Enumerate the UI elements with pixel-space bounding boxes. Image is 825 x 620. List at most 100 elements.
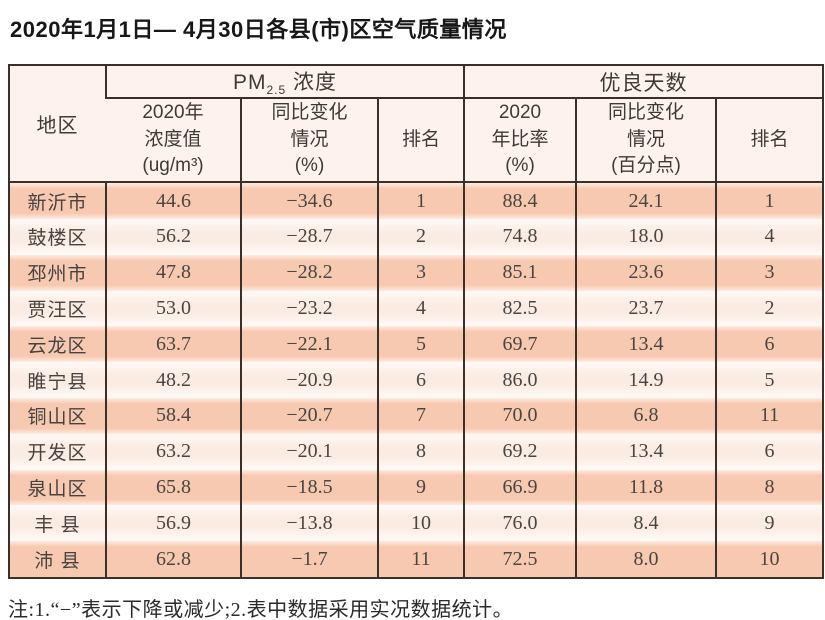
pm-change-cell: −28.7 xyxy=(240,218,378,255)
header-pm-value: 2020年 浓度值 (ug/m³) xyxy=(106,98,241,184)
pm-change-cell: −20.7 xyxy=(240,397,378,434)
pm-rank-cell: 10 xyxy=(377,505,464,542)
pm-rank-cell: 4 xyxy=(377,290,464,327)
pm-value-cell: 48.2 xyxy=(105,362,241,398)
region-cell: 邳州市 xyxy=(9,254,106,291)
days-rank-cell: 10 xyxy=(715,541,823,578)
days-change-cell: 13.4 xyxy=(575,326,716,363)
pm-change-cell: −1.7 xyxy=(240,541,378,578)
header-days-ratio: 2020 年比率 (%) xyxy=(463,98,576,184)
pm-change-cell: −28.2 xyxy=(240,254,378,291)
region-cell: 泉山区 xyxy=(9,469,106,506)
header-region: 地区 xyxy=(9,65,106,184)
pm-label: PM xyxy=(232,71,267,94)
pm-change-cell: −20.1 xyxy=(240,433,378,470)
days-change-cell: 8.0 xyxy=(575,541,716,578)
header-days-rank: 排名 xyxy=(715,98,823,184)
region-cell: 鼓楼区 xyxy=(9,218,106,255)
region-cell: 贾汪区 xyxy=(9,290,106,327)
pm-change-cell: −18.5 xyxy=(240,469,378,506)
days-change-cell: 8.4 xyxy=(575,505,716,542)
table-row: 沛 县 62.8 −1.7 11 72.5 8.0 10 xyxy=(9,541,823,578)
footnote: 注:1.“−”表示下降或减少;2.表中数据采用实况数据统计。 xyxy=(8,598,514,620)
header-group-good-days: 优良天数 xyxy=(463,65,823,100)
days-rank-cell: 9 xyxy=(715,505,823,542)
pm-value-cell: 56.2 xyxy=(105,218,241,255)
sub-header-row: 2020年 浓度值 (ug/m³) 同比变化 情况 (%) 排名 2020 年比… xyxy=(9,98,823,184)
days-rank-cell: 11 xyxy=(715,397,823,434)
days-ratio-cell: 70.0 xyxy=(463,397,576,434)
pm-rank-cell: 7 xyxy=(377,397,464,434)
days-ratio-cell: 72.5 xyxy=(463,541,576,578)
region-cell: 铜山区 xyxy=(9,397,106,434)
days-ratio-cell: 66.9 xyxy=(463,469,576,506)
days-change-cell: 23.6 xyxy=(575,254,716,291)
header-days-change: 同比变化 情况 (百分点) xyxy=(575,98,716,184)
pm-value-cell: 56.9 xyxy=(105,505,241,542)
days-ratio-cell: 69.7 xyxy=(463,326,576,363)
days-rank-cell: 2 xyxy=(715,290,823,327)
days-ratio-cell: 88.4 xyxy=(463,182,576,219)
pm-rank-cell: 9 xyxy=(377,469,464,506)
table-header: 地区 PM2.5 浓度 优良天数 2020年 浓度值 (ug/m³) 同比变化 … xyxy=(9,65,823,184)
pm-value-cell: 53.0 xyxy=(105,290,241,327)
pm-change-cell: −34.6 xyxy=(240,182,378,219)
table-row: 睢宁县 48.2 −20.9 6 86.0 14.9 5 xyxy=(9,362,823,398)
table-row: 贾汪区 53.0 −23.2 4 82.5 23.7 2 xyxy=(9,290,823,327)
pm-value-cell: 44.6 xyxy=(105,182,241,219)
pm-change-cell: −22.1 xyxy=(240,326,378,363)
region-cell: 新沂市 xyxy=(9,182,106,219)
days-ratio-cell: 82.5 xyxy=(463,290,576,327)
pm-change-cell: −13.8 xyxy=(240,505,378,542)
pm-rank-cell: 8 xyxy=(377,433,464,470)
pm-rank-cell: 1 xyxy=(377,182,464,219)
days-ratio-cell: 76.0 xyxy=(463,505,576,542)
page-title: 2020年1月1日— 4月30日各县(市)区空气质量情况 xyxy=(10,17,507,42)
pm-value-cell: 63.2 xyxy=(105,433,241,470)
air-quality-table: 地区 PM2.5 浓度 优良天数 2020年 浓度值 (ug/m³) 同比变化 … xyxy=(8,64,824,579)
pm-rank-cell: 11 xyxy=(377,541,464,578)
pm-value-cell: 47.8 xyxy=(105,254,241,291)
table-row: 云龙区 63.7 −22.1 5 69.7 13.4 6 xyxy=(9,326,823,363)
days-ratio-cell: 85.1 xyxy=(463,254,576,291)
pm-change-cell: −23.2 xyxy=(240,290,378,327)
days-ratio-cell: 86.0 xyxy=(463,362,576,398)
days-rank-cell: 5 xyxy=(715,362,823,398)
table-body: 新沂市 44.6 −34.6 1 88.4 24.1 1 鼓楼区 56.2 −2… xyxy=(9,182,823,578)
header-pm-rank: 排名 xyxy=(377,98,464,184)
region-cell: 云龙区 xyxy=(9,326,106,363)
table-row: 泉山区 65.8 −18.5 9 66.9 11.8 8 xyxy=(9,469,823,506)
header-pm-change: 同比变化 情况 (%) xyxy=(240,98,378,184)
pm-value-cell: 62.8 xyxy=(105,541,241,578)
region-cell: 睢宁县 xyxy=(9,362,106,398)
pm-rank-cell: 5 xyxy=(377,326,464,363)
group-header-row: 地区 PM2.5 浓度 优良天数 xyxy=(9,65,823,184)
pm-value-cell: 65.8 xyxy=(105,469,241,506)
days-ratio-cell: 69.2 xyxy=(463,433,576,470)
days-rank-cell: 6 xyxy=(715,433,823,470)
pm-rank-cell: 6 xyxy=(377,362,464,398)
table-row: 邳州市 47.8 −28.2 3 85.1 23.6 3 xyxy=(9,254,823,291)
table-row: 丰 县 56.9 −13.8 10 76.0 8.4 9 xyxy=(9,505,823,542)
region-cell: 沛 县 xyxy=(9,541,106,578)
days-change-cell: 13.4 xyxy=(575,433,716,470)
pm-rank-cell: 3 xyxy=(377,254,464,291)
region-cell: 开发区 xyxy=(9,433,106,470)
days-rank-cell: 1 xyxy=(715,182,823,219)
pm-value-cell: 63.7 xyxy=(105,326,241,363)
days-change-cell: 11.8 xyxy=(575,469,716,506)
pm-suffix-label: 浓度 xyxy=(286,71,338,94)
days-change-cell: 14.9 xyxy=(575,362,716,398)
table-row: 铜山区 58.4 −20.7 7 70.0 6.8 11 xyxy=(9,397,823,434)
days-change-cell: 24.1 xyxy=(575,182,716,219)
days-change-cell: 18.0 xyxy=(575,218,716,255)
days-rank-cell: 6 xyxy=(715,326,823,363)
pm-rank-cell: 2 xyxy=(377,218,464,255)
table-row: 鼓楼区 56.2 −28.7 2 74.8 18.0 4 xyxy=(9,218,823,255)
days-ratio-cell: 74.8 xyxy=(463,218,576,255)
header-group-pm25: PM2.5 浓度 xyxy=(105,65,464,100)
days-change-cell: 6.8 xyxy=(575,397,716,434)
days-rank-cell: 4 xyxy=(715,218,823,255)
days-rank-cell: 8 xyxy=(715,469,823,506)
